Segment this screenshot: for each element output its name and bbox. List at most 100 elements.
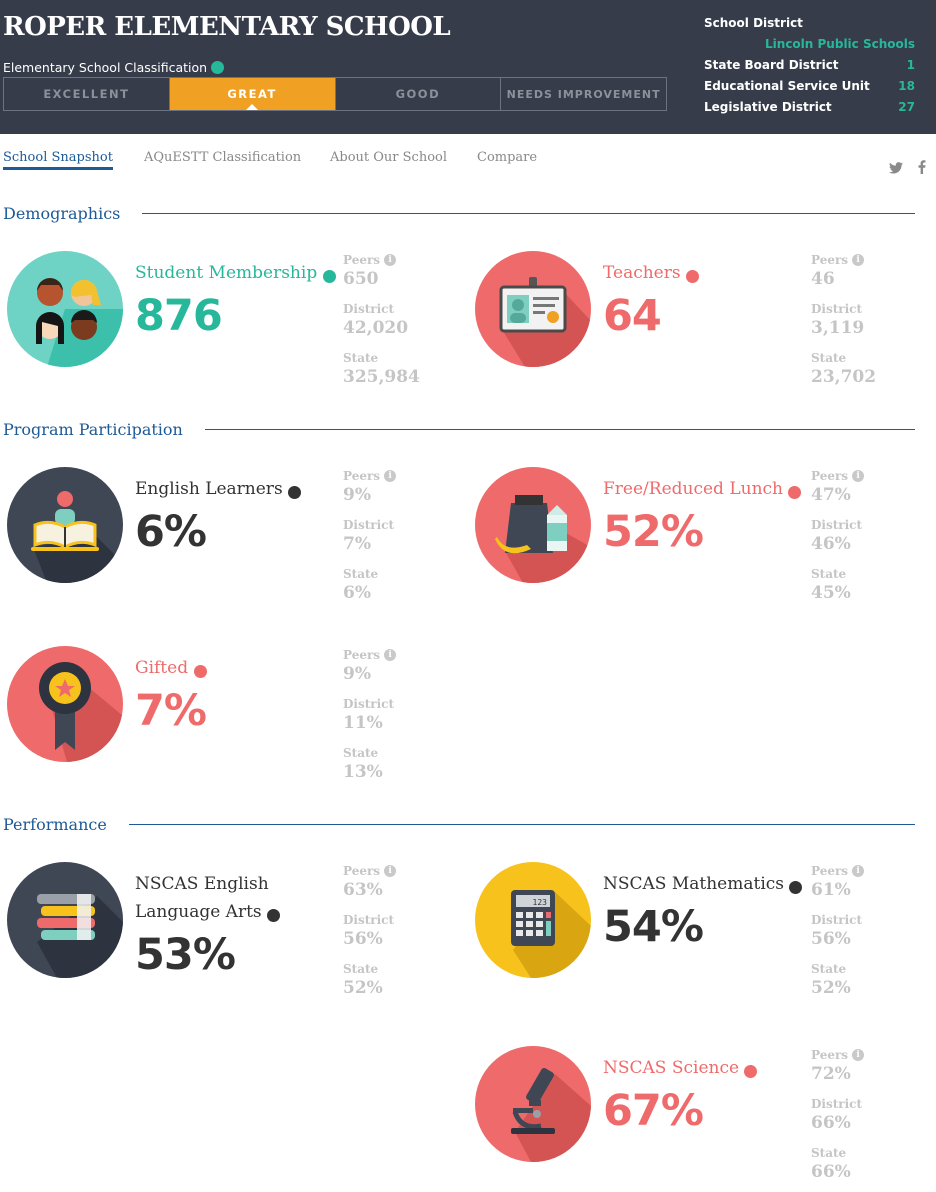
state-board-label: State Board District [704,57,839,72]
stat-value: 64 [603,291,662,341]
stat-student-membership: Student Membership i 876 Peers i 650 Dist… [3,251,463,401]
comparison-list: Peers i 61% District 56% State 52% [811,862,921,1009]
peers-label-text: Peers [343,863,381,878]
stat-value: 6% [135,507,207,557]
district-label: District [811,912,862,927]
state-value: 23,702 [811,367,877,387]
stat-value: 67% [603,1086,704,1136]
tab-aquestt-classification[interactable]: AQuESTT Classification [144,150,302,165]
peers-value: 9% [343,485,371,505]
twitter-icon[interactable] [889,162,903,174]
stat-value: 7% [135,686,207,736]
comparison-list: Peers i 9% District 7% State 6% [343,467,453,614]
classification-excellent[interactable]: EXCELLENT [4,78,170,110]
info-icon[interactable]: i [322,269,336,283]
info-icon[interactable]: i [852,1048,865,1061]
peers-label-text: Peers [343,252,381,267]
peers-label-text: Peers [811,1047,849,1062]
info-icon[interactable]: i [852,864,865,877]
section-title: Demographics [3,204,121,223]
stat-label: Free/Reduced Lunch i [603,475,823,503]
classification-great[interactable]: GREAT [169,78,336,110]
state-value: 6% [343,583,371,603]
section-demographics: Demographics [3,204,915,223]
classification-bar: EXCELLENT GREAT GOOD NEEDS IMPROVEMENT [3,77,667,111]
info-icon[interactable]: i [788,485,802,499]
info-icon[interactable]: i [384,253,397,266]
info-icon[interactable]: i [384,648,397,661]
peers-label: Peers i [811,251,921,268]
stat-label-line1: NSCAS English [135,874,269,894]
microscope-icon [475,1046,591,1162]
books-stack-icon [7,862,123,978]
info-icon[interactable]: i [384,864,397,877]
state-value: 52% [811,978,851,998]
info-icon[interactable]: i [267,908,281,922]
reading-book-icon [7,467,123,583]
state-label: State [811,1145,847,1160]
info-icon[interactable]: i [686,269,700,283]
comparison-list: Peers i 72% District 66% State 66% [811,1046,921,1192]
peers-value: 47% [811,485,851,505]
peers-label-text: Peers [343,468,381,483]
stat-teachers: Teachers i 64 Peers i 46 District 3,119 S… [471,251,931,401]
school-district-value[interactable]: Lincoln Public Schools [765,36,915,51]
tab-school-snapshot[interactable]: School Snapshot [3,150,113,170]
stat-label-text: NSCAS Mathematics [603,874,785,894]
info-icon[interactable]: i [852,253,865,266]
legislative-value: 27 [898,99,915,114]
stat-label: English Learners i [135,475,345,503]
facebook-icon[interactable] [918,160,926,174]
section-title: Performance [3,815,107,834]
stat-label-text: Teachers [603,263,681,283]
district-value: 56% [343,929,383,949]
section-program-participation: Program Participation [3,420,915,439]
stat-label: NSCAS Science i [603,1054,813,1082]
comparison-list: Peers i 9% District 11% State 13% [343,646,453,793]
classification-label: Elementary School Classification i [3,60,225,75]
classification-good[interactable]: GOOD [336,78,502,110]
stat-nscas-mathematics: 123 NSCAS Mathematics i 54% Peers i 61% D… [471,862,931,1012]
stat-nscas-science: NSCAS Science i 67% Peers i 72% District … [471,1046,931,1192]
stat-value: 53% [135,930,236,980]
stat-nscas-ela: NSCAS English Language Arts i 53% Peers i… [3,862,463,1012]
school-district-label: School District [704,15,803,30]
classification-label-text: Elementary School Classification [3,60,208,75]
district-label: District [811,301,862,316]
info-icon[interactable]: i [384,469,397,482]
peers-label: Peers i [811,1046,921,1063]
info-icon[interactable]: i [852,469,865,482]
peers-label-text: Peers [811,468,849,483]
nav-tabs: School Snapshot AQuESTT Classification A… [0,134,936,184]
info-icon[interactable]: i [744,1064,758,1078]
info-icon[interactable]: i [193,664,207,678]
info-icon[interactable]: i [288,485,302,499]
stat-english-learners: English Learners i 6% Peers i 9% District… [3,467,463,617]
header: ROPER ELEMENTARY SCHOOL Elementary Schoo… [0,0,936,134]
stat-label-text: NSCAS Science [603,1058,740,1078]
lunch-bag-icon [475,467,591,583]
tab-compare[interactable]: Compare [477,150,538,165]
stat-label: NSCAS Mathematics i [603,870,823,898]
state-value: 325,984 [343,367,420,387]
state-label: State [343,350,379,365]
classification-needs-improvement[interactable]: NEEDS IMPROVEMENT [506,87,661,101]
district-label: District [343,517,394,532]
peers-value: 46 [811,269,835,289]
state-label: State [343,745,379,760]
info-icon[interactable]: i [789,880,803,894]
peers-label: Peers i [343,646,453,663]
esu-label: Educational Service Unit [704,78,870,93]
stat-gifted: Gifted i 7% Peers i 9% District 11% State… [3,646,463,796]
comparison-list: Peers i 63% District 56% State 52% [343,862,453,1009]
stat-free-reduced-lunch: Free/Reduced Lunch i 52% Peers i 47% Dist… [471,467,931,617]
stat-label: Gifted i [135,654,345,682]
stat-label-text: English Learners [135,479,283,499]
stat-value: 876 [135,291,223,341]
info-icon[interactable]: i [211,61,225,74]
stat-label-text: Student Membership [135,263,318,283]
district-label: District [811,1096,862,1111]
district-info: School District Lincoln Public Schools S… [704,12,915,117]
tab-about-our-school[interactable]: About Our School [330,150,448,165]
legislative-row: Legislative District 27 [704,96,915,117]
